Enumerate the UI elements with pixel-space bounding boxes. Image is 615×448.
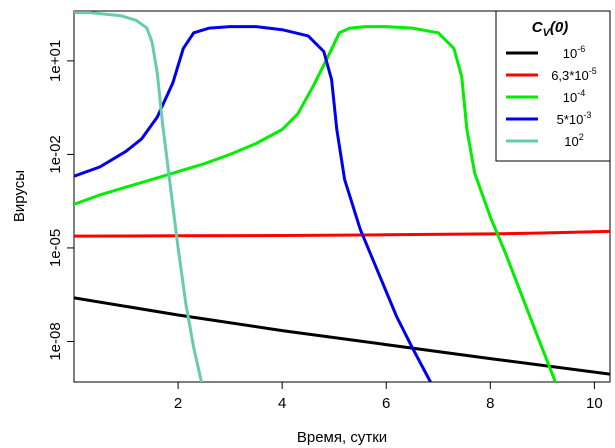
x-axis: 2 4 6 8 10	[174, 382, 603, 412]
y-tick-label: 1e-02	[47, 135, 64, 173]
y-axis-title: Вирусы	[11, 170, 28, 222]
legend-box	[495, 10, 611, 162]
series-line-3	[74, 25, 557, 382]
x-tick-label: 2	[174, 395, 182, 412]
x-tick-label: 6	[382, 395, 390, 412]
y-tick-label: 1e-05	[47, 229, 64, 267]
x-tick-label: 10	[586, 395, 603, 412]
series-layer	[74, 11, 610, 382]
y-axis: 1e+01 1e-02 1e-05 1e-08	[47, 40, 74, 361]
legend-title: CV(0)	[532, 19, 569, 39]
series-line-5	[74, 11, 203, 382]
series-line-4	[74, 25, 432, 382]
series-line-1	[74, 296, 610, 376]
y-tick-label: 1e-08	[47, 322, 64, 360]
x-axis-title: Время, сутки	[297, 429, 387, 446]
plot-frame	[73, 10, 611, 383]
x-tick-label: 4	[278, 395, 286, 412]
series-line-2	[74, 229, 610, 238]
legend-label-2: 6,3*10-5	[551, 66, 597, 83]
legend-label-4: 5*10-3	[557, 110, 592, 127]
y-tick-label: 1e+01	[47, 40, 64, 82]
x-tick-label: 8	[486, 395, 494, 412]
